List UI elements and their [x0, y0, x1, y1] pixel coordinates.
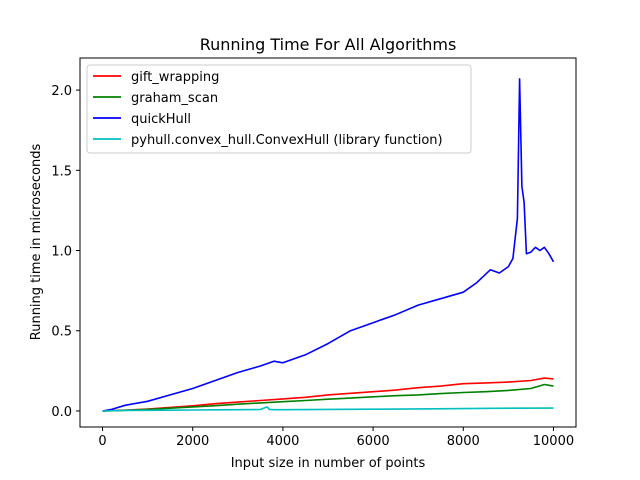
series-line-4 — [102, 406, 554, 412]
x-tick-label: 8000 — [447, 434, 480, 449]
x-tick-label: 0 — [98, 434, 106, 449]
x-tick-label: 4000 — [266, 434, 299, 449]
y-tick-label: 1.0 — [51, 245, 72, 260]
series-line-2 — [102, 383, 554, 412]
x-axis-label: Input size in number of points — [231, 456, 426, 471]
y-axis-ticks: 0.0 0.5 1.0 1.5 2.0 — [51, 84, 80, 420]
series-line-1 — [102, 377, 554, 412]
y-tick-label: 2.0 — [51, 84, 72, 99]
legend: gift_wrapping graham_scan quickHull pyhull.… — [86, 64, 472, 154]
y-tick-label: 0.5 — [51, 325, 72, 340]
legend-box — [86, 64, 472, 154]
y-tick-label: 1.5 — [51, 164, 72, 179]
x-tick-label: 10000 — [533, 434, 574, 449]
legend-entry: pyhull.convex_hull.ConvexHull (library f… — [131, 133, 443, 148]
chart-title: Running Time For All Algorithms — [200, 35, 457, 54]
x-tick-label: 6000 — [357, 434, 390, 449]
legend-entry: gift_wrapping — [131, 70, 219, 85]
legend-entry: quickHull — [131, 112, 191, 127]
x-tick-label: 2000 — [176, 434, 209, 449]
series-line-3 — [102, 78, 555, 412]
x-axis-ticks: 0 2000 4000 6000 8000 10000 — [98, 427, 574, 449]
legend-entry: graham_scan — [131, 91, 218, 106]
plot-frame — [79, 57, 577, 428]
plot-lines — [102, 78, 555, 412]
y-axis-label: Running time in microseconds — [29, 144, 44, 341]
y-tick-label: 0.0 — [51, 405, 72, 420]
